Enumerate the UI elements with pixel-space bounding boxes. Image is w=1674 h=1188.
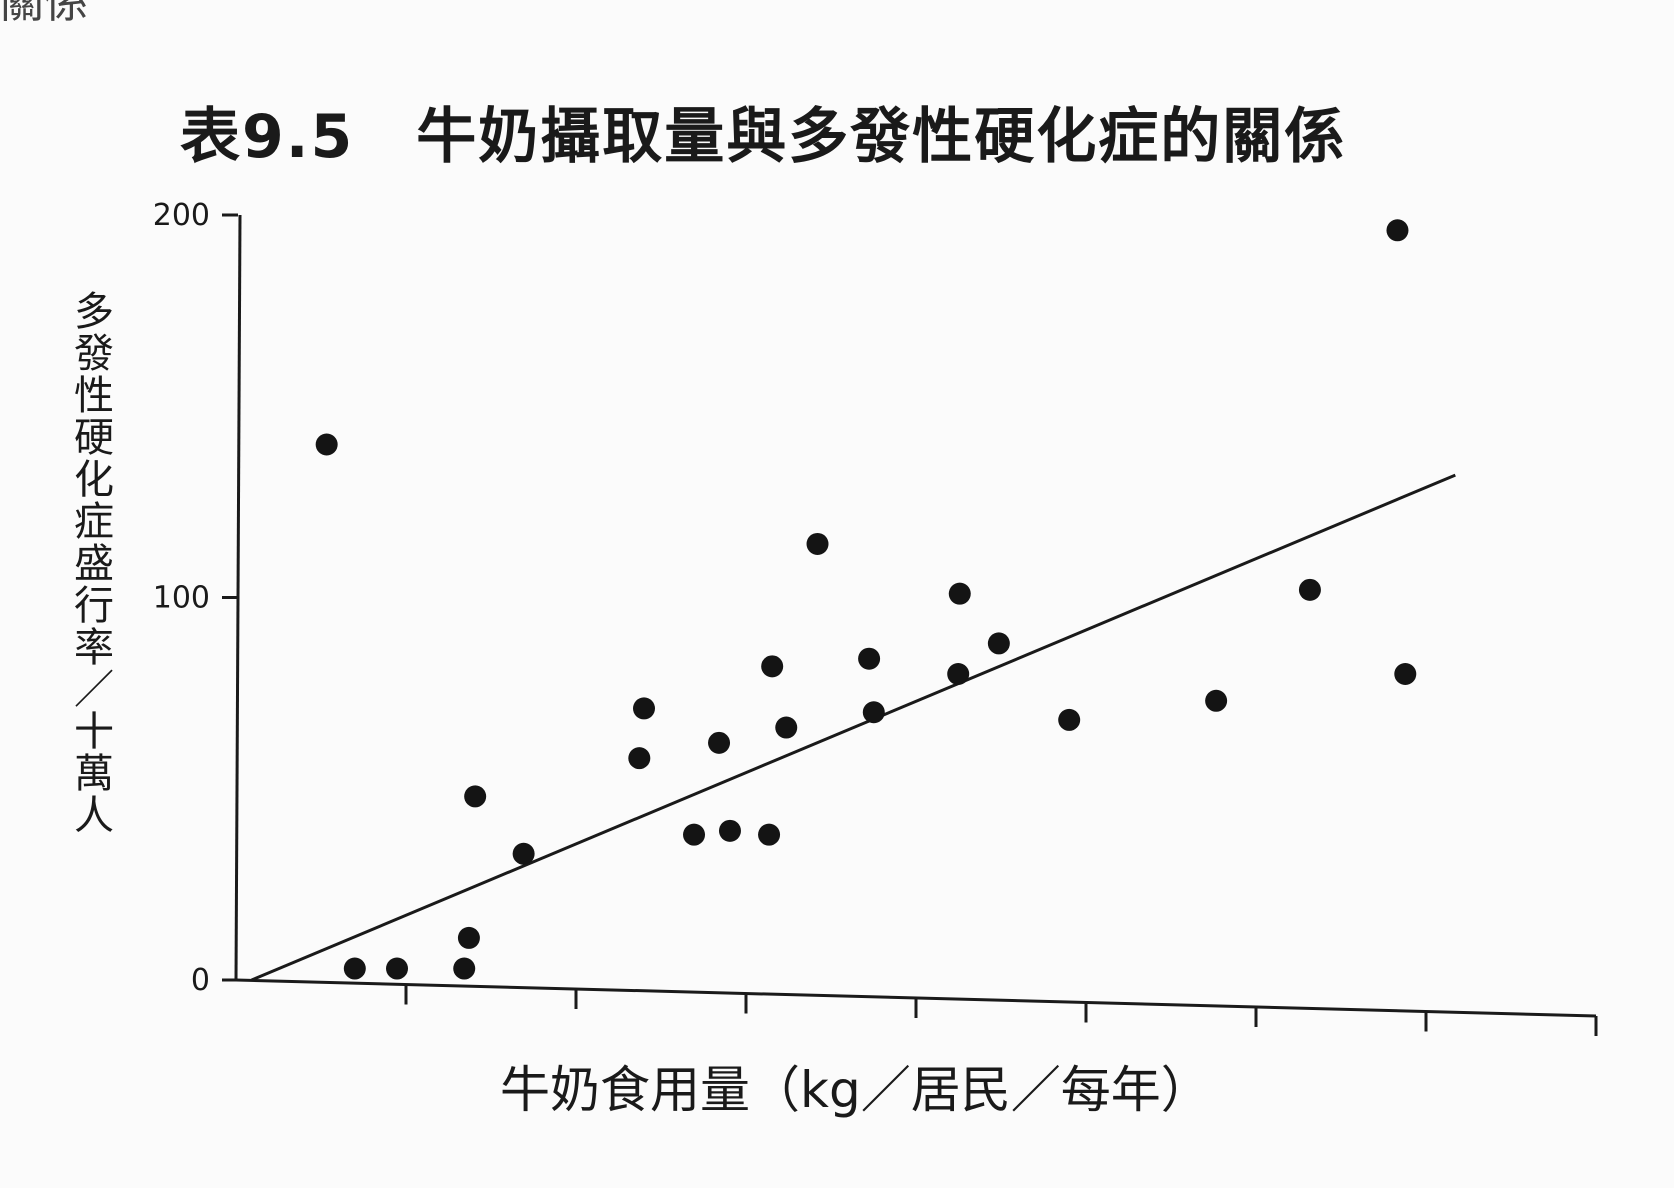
data-point [453, 957, 476, 980]
data-point [1394, 663, 1417, 685]
data-point [628, 747, 651, 770]
data-point [1058, 708, 1081, 731]
data-point [947, 663, 970, 685]
data-point [457, 926, 480, 949]
data-point [512, 842, 535, 865]
data-point [858, 647, 881, 670]
data-point [948, 582, 971, 605]
data-point [315, 433, 338, 456]
data-point [718, 819, 741, 842]
y-axis-label: 多發性硬化症盛行率／十萬人 [67, 290, 113, 836]
chart-title: 表9.5 牛奶攝取量與多發性硬化症的關係 [180, 102, 1347, 172]
x-axis-label: 牛奶食用量（kg／居民／每年） [500, 1061, 1211, 1119]
data-point [862, 701, 885, 724]
trendline-layer [251, 473, 1456, 982]
data-point [1386, 219, 1409, 242]
chart-axes: 0 100 200 [153, 198, 1598, 1036]
data-point [708, 731, 731, 754]
points-layer [315, 219, 1417, 980]
data-point [464, 785, 487, 808]
trendline [251, 473, 1456, 982]
data-point [758, 823, 781, 846]
data-point [343, 957, 366, 980]
data-point [1205, 689, 1228, 712]
y-tick-label: 100 [153, 581, 210, 616]
page-corner-text: 關係 [0, 0, 88, 28]
data-point [761, 655, 784, 678]
data-point [806, 532, 829, 555]
data-point [386, 957, 409, 980]
y-tick-label: 0 [191, 963, 210, 998]
data-point [775, 716, 798, 739]
data-point [1298, 578, 1321, 601]
data-point [987, 632, 1010, 655]
data-point [633, 697, 655, 720]
y-tick-label: 200 [153, 198, 210, 233]
data-point [683, 823, 706, 846]
